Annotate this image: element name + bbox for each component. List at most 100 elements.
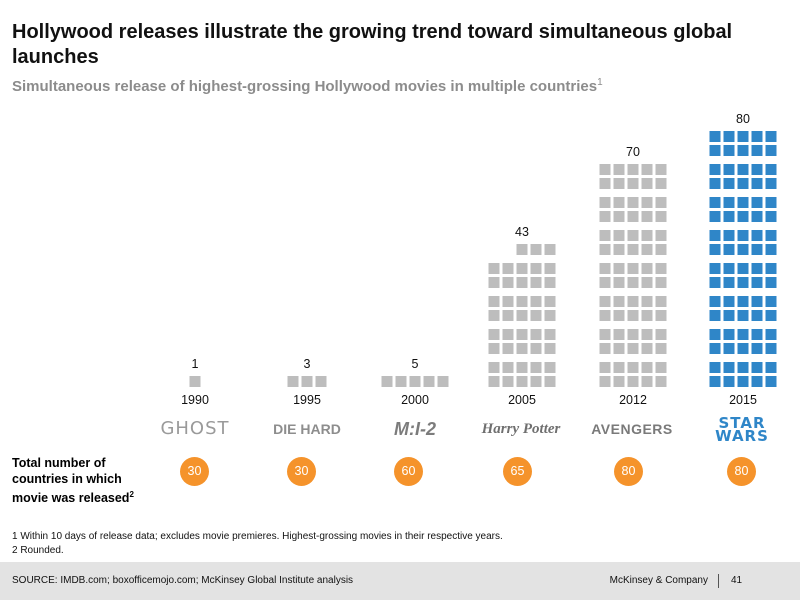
country-square	[641, 310, 653, 321]
country-square	[599, 376, 611, 387]
country-square	[709, 343, 721, 354]
country-square	[613, 244, 625, 255]
country-square	[409, 376, 421, 387]
country-square	[709, 329, 721, 340]
country-square	[613, 230, 625, 241]
country-square	[765, 263, 777, 274]
country-square	[502, 362, 514, 373]
country-square	[613, 277, 625, 288]
country-square	[723, 277, 735, 288]
country-square	[765, 310, 777, 321]
country-square	[751, 263, 763, 274]
country-square	[315, 376, 327, 387]
country-square	[709, 263, 721, 274]
country-square	[751, 343, 763, 354]
country-square	[641, 362, 653, 373]
country-square	[516, 362, 528, 373]
country-square	[599, 310, 611, 321]
country-square	[516, 343, 528, 354]
country-square	[765, 230, 777, 241]
country-square	[488, 343, 500, 354]
country-square	[488, 277, 500, 288]
footnote-1: 1 Within 10 days of release data; exclud…	[12, 531, 503, 542]
country-square	[502, 376, 514, 387]
country-square	[751, 131, 763, 142]
total-badge-1990: 30	[180, 457, 209, 486]
country-square	[613, 310, 625, 321]
country-square	[502, 310, 514, 321]
country-square	[737, 263, 749, 274]
country-square	[751, 376, 763, 387]
total-badge-1995: 30	[287, 457, 316, 486]
country-square	[613, 376, 625, 387]
country-square	[765, 145, 777, 156]
country-square	[655, 343, 667, 354]
country-square	[737, 376, 749, 387]
country-square	[599, 343, 611, 354]
footnotes: 1 Within 10 days of release data; exclud…	[12, 530, 503, 558]
country-square	[765, 244, 777, 255]
release-chart: 1 1990 3 1995 5 2000 43 2005 70 2012 80 2015	[181, 112, 777, 407]
total-badge-2005: 65	[503, 457, 532, 486]
country-square	[655, 164, 667, 175]
country-square	[655, 244, 667, 255]
country-square	[627, 376, 639, 387]
country-square	[502, 329, 514, 340]
country-square	[737, 145, 749, 156]
country-square	[723, 197, 735, 208]
country-square	[488, 296, 500, 307]
country-square	[737, 230, 749, 241]
page-title: Hollywood releases illustrate the growin…	[12, 21, 733, 68]
country-square	[655, 263, 667, 274]
country-square	[516, 277, 528, 288]
value-label: 43	[515, 225, 529, 239]
country-square	[751, 362, 763, 373]
country-square	[737, 197, 749, 208]
country-square	[765, 197, 777, 208]
country-square	[488, 263, 500, 274]
source-note: SOURCE: IMDB.com; boxofficemojo.com; McK…	[12, 575, 354, 586]
country-square	[765, 131, 777, 142]
country-square	[709, 310, 721, 321]
country-square	[655, 329, 667, 340]
country-square	[655, 277, 667, 288]
country-square	[301, 376, 313, 387]
total-badge-2015: 80	[727, 457, 756, 486]
country-square	[737, 310, 749, 321]
country-square	[544, 376, 556, 387]
country-square	[627, 263, 639, 274]
harry-potter-logo: Harry Potter	[481, 421, 561, 437]
country-square	[709, 197, 721, 208]
country-square	[530, 329, 542, 340]
country-square	[723, 178, 735, 189]
value-label: 70	[626, 145, 640, 159]
country-square	[627, 244, 639, 255]
country-square	[530, 263, 542, 274]
value-label: 3	[304, 357, 311, 371]
year-label: 2000	[401, 393, 429, 407]
country-square	[627, 164, 639, 175]
country-square	[627, 362, 639, 373]
country-square	[502, 263, 514, 274]
total-countries-text: Total number of countries in which movie…	[12, 456, 130, 506]
country-square	[627, 343, 639, 354]
footer-separator	[718, 574, 719, 588]
country-square	[530, 244, 542, 255]
footer-bar: SOURCE: IMDB.com; boxofficemojo.com; McK…	[0, 562, 800, 600]
country-square	[751, 145, 763, 156]
country-square	[751, 211, 763, 222]
country-square	[516, 376, 528, 387]
country-square	[189, 376, 201, 387]
country-square	[709, 362, 721, 373]
country-square	[544, 362, 556, 373]
total-footnote-ref: 2	[129, 490, 134, 499]
subtitle-footnote-ref: 1	[597, 77, 603, 88]
country-square	[613, 263, 625, 274]
country-square	[516, 296, 528, 307]
country-square	[613, 164, 625, 175]
country-square	[723, 211, 735, 222]
country-square	[613, 178, 625, 189]
star-wars-logo-line1: STAR	[718, 414, 766, 432]
country-square	[641, 376, 653, 387]
subtitle-text: Simultaneous release of highest-grossing…	[12, 78, 598, 95]
